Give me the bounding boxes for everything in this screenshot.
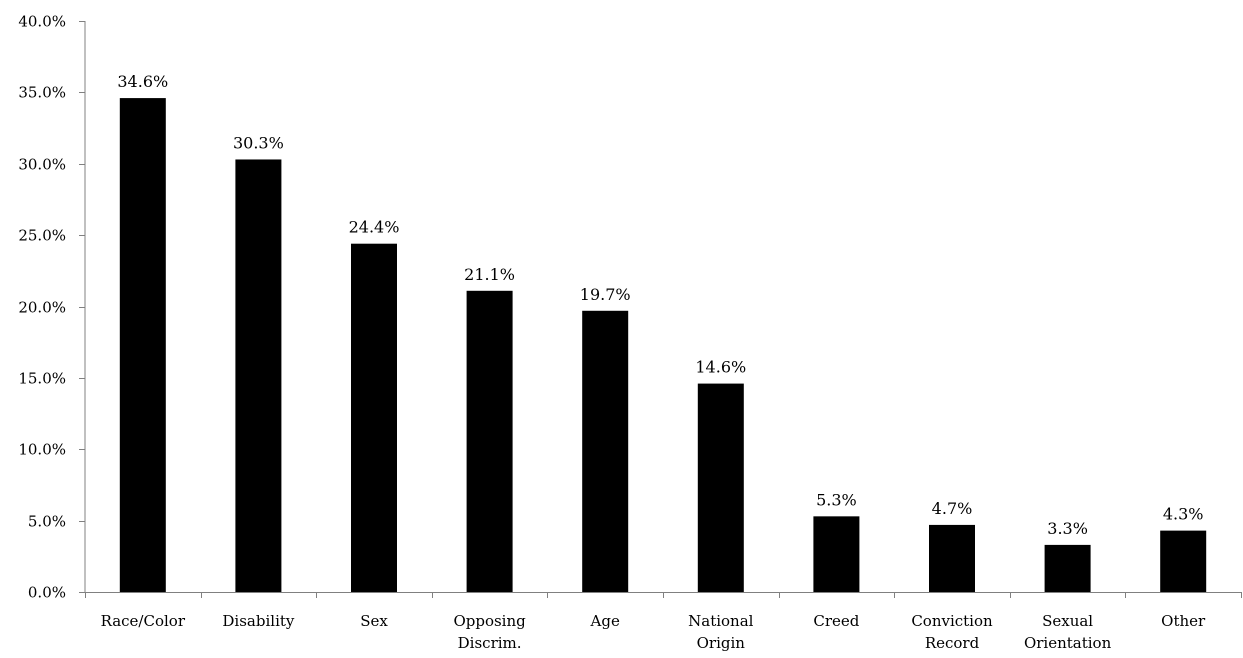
y-axis: 0.0% 5.0% 10.0% 15.0% 20.0% 25.0% 30.0% 35.0% 40… [18, 13, 86, 602]
y-tick-label: 0.0% [28, 584, 66, 602]
bar [813, 516, 860, 592]
x-category-label: Sexual Orientation [1024, 612, 1112, 652]
bar-value-label: 21.1% [464, 265, 515, 284]
x-category-label-line: Conviction [911, 612, 993, 630]
bar [119, 98, 166, 593]
bar-value-label: 34.6% [117, 72, 168, 91]
y-tick-label: 5.0% [28, 513, 66, 531]
bars [119, 98, 1207, 593]
category-labels: Race/Color Disability Sex Opposing Discrim. A… [101, 612, 1206, 652]
data-labels: 34.6% 30.3% 24.4% 21.1% 19.7% 14.6% 5.3% 4.7% 3.… [117, 72, 1203, 538]
x-category-label-line: Orientation [1024, 634, 1112, 652]
x-category-label-line: Disability [222, 612, 294, 630]
bar [1160, 530, 1207, 592]
x-category-label: Race/Color [101, 612, 186, 630]
x-category-label-line: Origin [697, 634, 746, 652]
x-category-label-line: Opposing [453, 612, 526, 630]
bar-value-label: 30.3% [233, 133, 284, 152]
bar [351, 243, 397, 592]
x-category-label: Disability [222, 612, 294, 630]
y-tick-label: 15.0% [18, 370, 66, 388]
x-category-label-line: Creed [813, 612, 859, 630]
bar [697, 383, 744, 592]
y-tick-label: 40.0% [18, 13, 66, 31]
bar [466, 290, 513, 592]
y-tick-label: 35.0% [18, 84, 66, 102]
x-category-label: Creed [813, 612, 859, 630]
x-category-label-line: Sex [360, 612, 388, 630]
x-axis [85, 592, 1242, 598]
bar [582, 310, 629, 592]
x-category-label: Conviction Record [911, 612, 993, 652]
bar [1044, 544, 1091, 592]
x-category-label-line: Record [925, 634, 980, 652]
bar [235, 159, 282, 592]
bar-value-label: 3.3% [1047, 519, 1088, 538]
x-category-label: Age [590, 612, 620, 630]
bar-value-label: 14.6% [695, 358, 746, 377]
y-tick-label: 25.0% [18, 227, 66, 245]
y-tick-label: 30.0% [18, 156, 66, 174]
x-category-label-line: Discrim. [458, 634, 522, 652]
x-category-label-line: Race/Color [101, 612, 186, 630]
y-tick-label: 10.0% [18, 441, 66, 459]
x-category-label: Opposing Discrim. [453, 612, 526, 652]
x-category-label-line: Sexual [1042, 612, 1093, 630]
bar-value-label: 4.7% [932, 499, 973, 518]
x-category-label: Sex [360, 612, 388, 630]
bar-value-label: 5.3% [816, 490, 857, 509]
y-tick-label: 20.0% [18, 299, 66, 317]
bar-value-label: 24.4% [349, 218, 400, 237]
bar-value-label: 4.3% [1163, 505, 1204, 524]
x-category-label-line: Age [590, 612, 620, 630]
x-category-label: National Origin [688, 612, 754, 652]
x-category-label: Other [1161, 612, 1206, 630]
x-category-label-line: National [688, 612, 754, 630]
bar [929, 524, 975, 592]
x-category-label-line: Other [1161, 612, 1206, 630]
bar-value-label: 19.7% [580, 285, 631, 304]
